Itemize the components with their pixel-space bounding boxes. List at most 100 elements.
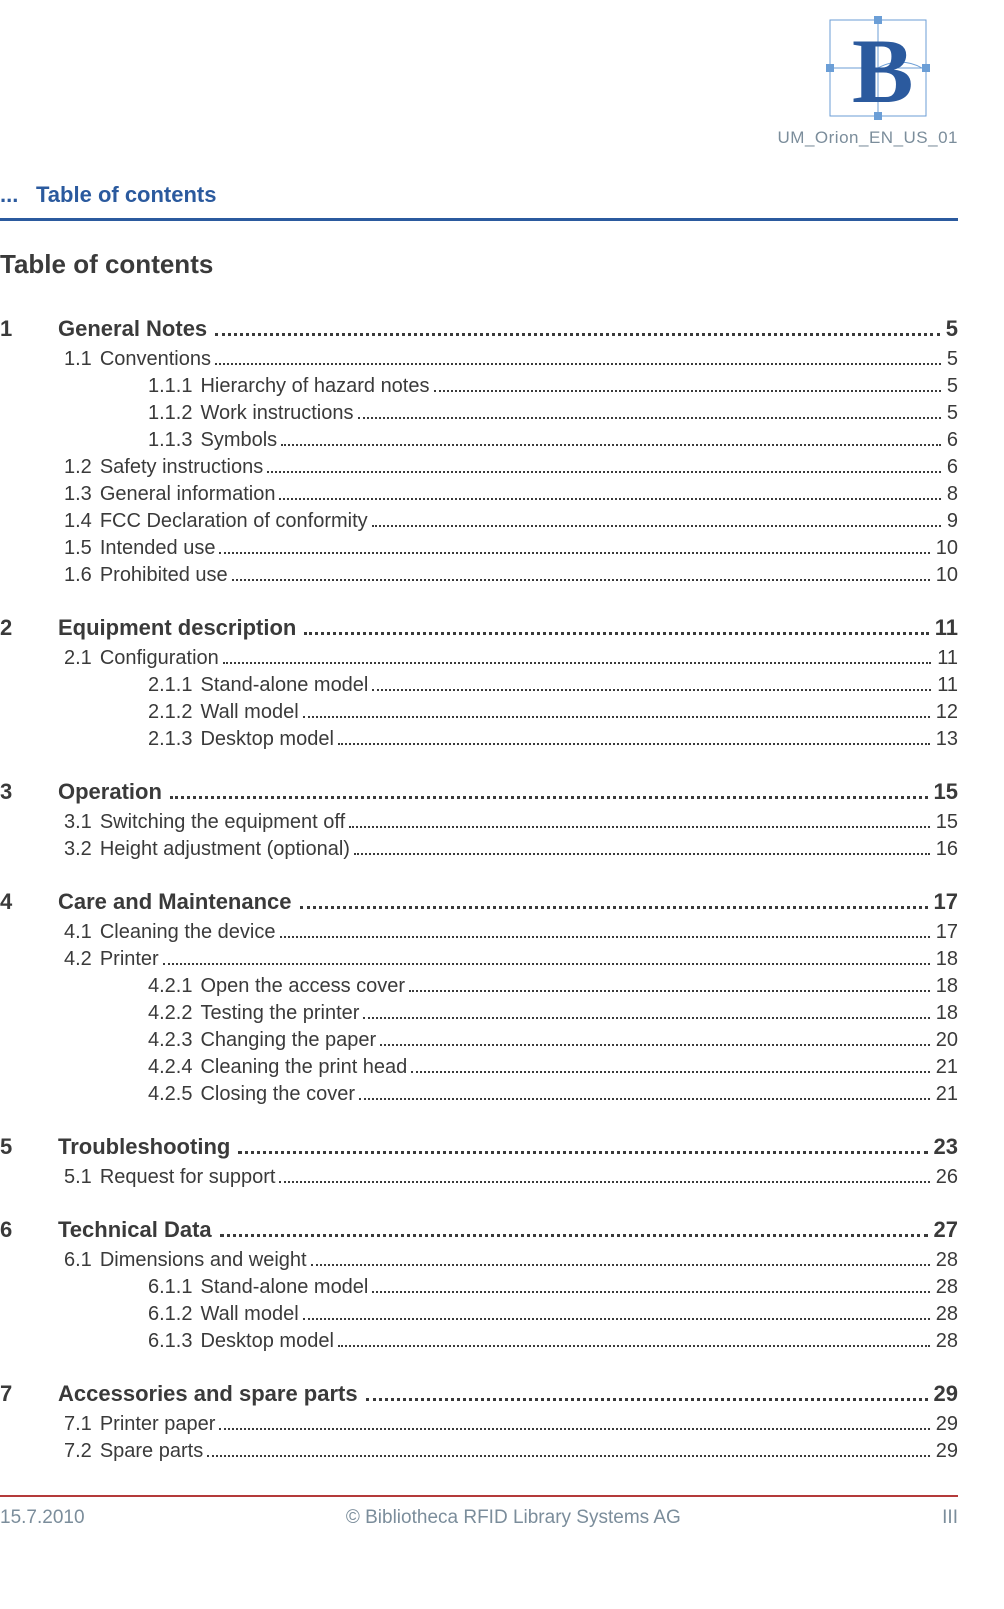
toc-entry: 6.1.1Stand-alone model28	[148, 1274, 958, 1301]
toc-leader-dots	[372, 689, 931, 691]
toc-leader-dots	[338, 743, 930, 745]
toc-entry-title: Desktop model	[200, 1328, 333, 1355]
toc-leader-dots	[163, 963, 930, 965]
toc-entry: 1General Notes5	[0, 316, 958, 342]
toc-entry-page: 10	[936, 535, 958, 562]
toc-entry-page: 21	[936, 1081, 958, 1108]
toc-entry-number: 6.1.3	[148, 1328, 192, 1355]
toc-entry-number: 7.2	[64, 1438, 92, 1465]
toc-leader-dots	[223, 662, 931, 664]
toc-entry-title: Hierarchy of hazard notes	[200, 373, 429, 400]
toc-entry-number: 6.1.1	[148, 1274, 192, 1301]
toc-entry-number: 6	[0, 1217, 58, 1243]
toc-leader-dots	[372, 1291, 929, 1293]
document-id: UM_Orion_EN_US_01	[778, 128, 958, 148]
toc-entry-number: 6.1	[64, 1247, 92, 1274]
toc-leader-dots	[238, 1151, 927, 1154]
toc-entry-title: Prohibited use	[100, 562, 228, 589]
toc-leader-dots	[338, 1345, 930, 1347]
toc-entry-page: 17	[934, 889, 958, 915]
toc-entry-number: 1.1.1	[148, 373, 192, 400]
page-footer: 15.7.2010 © Bibliotheca RFID Library Sys…	[0, 1497, 958, 1529]
toc-leader-dots	[281, 444, 941, 446]
toc-entry-page: 12	[936, 699, 958, 726]
toc-entry-number: 7	[0, 1381, 58, 1407]
toc-entry-number: 1.6	[64, 562, 92, 589]
toc-entry: 2Equipment description11	[0, 615, 958, 641]
toc-entry: 1.1.2Work instructions5	[148, 400, 958, 427]
toc-entry-title: Operation	[58, 779, 162, 805]
toc-entry-page: 8	[947, 481, 958, 508]
toc-entry-page: 23	[934, 1134, 958, 1160]
toc-entry-number: 4.2.3	[148, 1027, 192, 1054]
svg-text:B: B	[852, 20, 913, 122]
toc-entry: 3.1Switching the equipment off15	[64, 809, 958, 836]
toc-entry-page: 28	[936, 1301, 958, 1328]
toc-entry-title: Printer paper	[100, 1411, 216, 1438]
toc-leader-dots	[267, 471, 941, 473]
toc-entry-title: Request for support	[100, 1164, 276, 1191]
toc-leader-dots	[304, 632, 928, 635]
toc-entry-page: 18	[936, 1000, 958, 1027]
toc-leader-dots	[232, 579, 930, 581]
toc-entry-page: 9	[947, 508, 958, 535]
toc-entry-number: 1.1	[64, 346, 92, 373]
toc-entry-number: 4.1	[64, 919, 92, 946]
toc-entry-number: 4.2.2	[148, 1000, 192, 1027]
toc-leader-dots	[380, 1044, 930, 1046]
toc-leader-dots	[366, 1398, 928, 1401]
toc-entry: 4.2Printer18	[64, 946, 958, 973]
toc-leader-dots	[303, 716, 930, 718]
toc-entry-number: 4.2.1	[148, 973, 192, 1000]
toc-entry: 4.2.2Testing the printer18	[148, 1000, 958, 1027]
toc-entry: 3.2Height adjustment (optional)16	[64, 836, 958, 863]
toc-entry-page: 5	[947, 346, 958, 373]
toc-entry-title: Cleaning the print head	[200, 1054, 407, 1081]
toc-entry-title: Wall model	[200, 699, 298, 726]
toc-entry-title: Printer	[100, 946, 159, 973]
toc-entry-number: 6.1.2	[148, 1301, 192, 1328]
toc-entry: 6.1Dimensions and weight28	[64, 1247, 958, 1274]
toc-entry-page: 13	[936, 726, 958, 753]
toc-entry: 3Operation 15	[0, 779, 958, 805]
toc-entry: 1.1.3Symbols6	[148, 427, 958, 454]
toc-entry-page: 15	[934, 779, 958, 805]
toc-entry: 2.1.3Desktop model13	[148, 726, 958, 753]
toc-entry: 1.1.1Hierarchy of hazard notes5	[148, 373, 958, 400]
toc-leader-dots	[311, 1264, 930, 1266]
toc-leader-dots	[215, 333, 940, 336]
toc-entry-page: 6	[947, 454, 958, 481]
toc-entry-number: 3.1	[64, 809, 92, 836]
toc-leader-dots	[363, 1017, 929, 1019]
toc-leader-dots	[349, 826, 930, 828]
toc-entry: 5Troubleshooting23	[0, 1134, 958, 1160]
toc-entry-title: Equipment description	[58, 615, 296, 641]
toc-entry-page: 28	[936, 1274, 958, 1301]
toc-entry-number: 2.1.3	[148, 726, 192, 753]
toc-entry-title: Cleaning the device	[100, 919, 276, 946]
toc-leader-dots	[220, 1234, 928, 1237]
toc-entry: 7Accessories and spare parts29	[0, 1381, 958, 1407]
toc-entry-number: 1.4	[64, 508, 92, 535]
toc-entry-title: Symbols	[200, 427, 277, 454]
toc-entry-page: 5	[946, 316, 958, 342]
toc-entry-title: Closing the cover	[200, 1081, 355, 1108]
toc-entry-title: Open the access cover	[200, 973, 405, 1000]
toc-entry: 5.1Request for support26	[64, 1164, 958, 1191]
toc-entry-number: 5	[0, 1134, 58, 1160]
footer-copyright: © Bibliotheca RFID Library Systems AG	[346, 1507, 681, 1529]
toc-entry-page: 11	[935, 615, 958, 641]
toc-entry-number: 3	[0, 779, 58, 805]
toc-entry-title: Stand-alone model	[200, 672, 368, 699]
toc-entry: 6.1.3Desktop model28	[148, 1328, 958, 1355]
toc-leader-dots	[219, 552, 929, 554]
toc-entry-title: Wall model	[200, 1301, 298, 1328]
toc-entry-page: 18	[936, 973, 958, 1000]
toc-entry: 6.1.2 Wall model 28	[148, 1301, 958, 1328]
toc-entry-title: Height adjustment (optional)	[100, 836, 350, 863]
toc-entry-number: 1.1.3	[148, 427, 192, 454]
toc-entry: 2.1.1Stand-alone model11	[148, 672, 958, 699]
toc-entry-title: General Notes	[58, 316, 207, 342]
toc-leader-dots	[170, 796, 928, 799]
footer-date: 15.7.2010	[0, 1507, 85, 1529]
